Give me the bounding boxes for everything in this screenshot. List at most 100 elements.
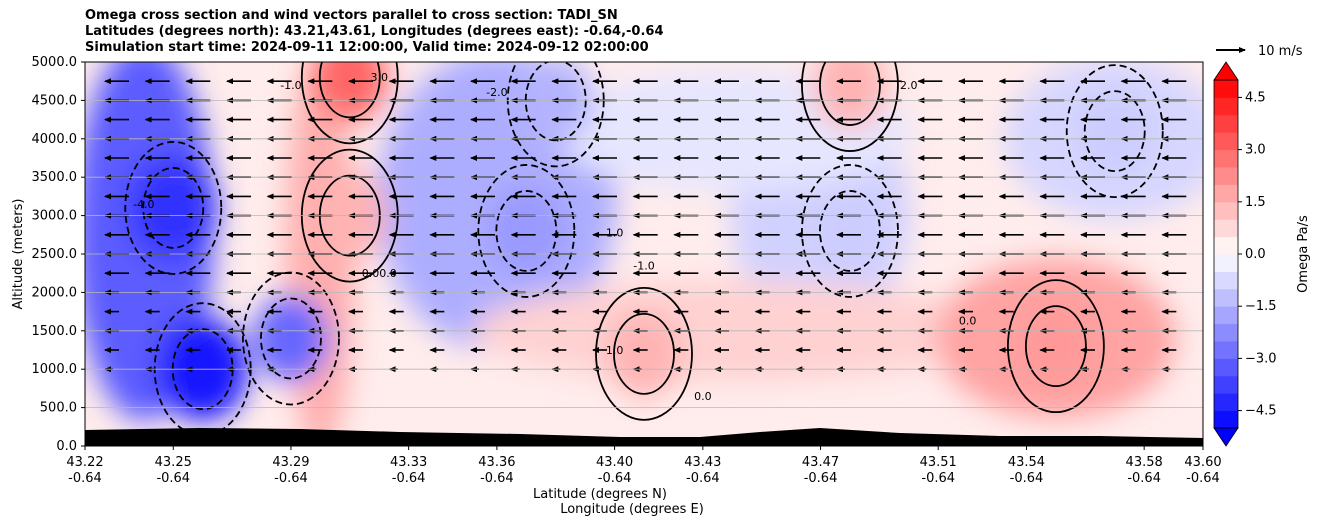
x-tick-label-lon: -0.64	[1010, 471, 1044, 486]
contour-label: 0.00.0	[362, 267, 397, 280]
colorbar-band	[1214, 184, 1238, 203]
omega-positive-core	[606, 310, 682, 398]
contour-label: 0.0	[694, 390, 712, 403]
omega-negative-core	[1076, 87, 1153, 175]
x-tick-label-lon: -0.64	[392, 471, 426, 486]
y-axis-label: Altitude (meters)	[11, 199, 26, 310]
y-tick-label: 0.0	[56, 439, 77, 454]
colorbar-band	[1214, 167, 1238, 185]
contour-line	[300, 62, 399, 145]
colorbar-tick-label: 4.5	[1245, 90, 1266, 105]
title-line-2: Latitudes (degrees north): 43.21,43.61, …	[85, 24, 664, 39]
x-tick-label-lon: -0.64	[274, 471, 308, 486]
contour-line	[1065, 64, 1164, 199]
y-tick-label: 500.0	[40, 401, 77, 416]
title-line-1: Omega cross section and wind vectors par…	[85, 8, 618, 23]
contour-line	[495, 190, 558, 272]
colorbar-tick-label: −3.0	[1245, 351, 1277, 366]
y-tick-label: 5000.0	[32, 55, 78, 70]
y-tick-label: 4000.0	[32, 132, 78, 147]
contour-line	[1024, 305, 1087, 388]
contour-line	[142, 167, 205, 249]
colorbar-extend-bottom	[1213, 427, 1239, 447]
x-tick-label-lat: 43.29	[272, 455, 309, 470]
colorbar-band	[1214, 114, 1238, 133]
contour-line	[1083, 90, 1146, 173]
contour-label: -4.0	[133, 198, 154, 211]
colorbar-band	[1214, 236, 1238, 255]
contour-line	[477, 164, 576, 298]
colorbar-band	[1214, 271, 1238, 290]
contour-label: -2.0	[486, 86, 507, 99]
contour-line	[595, 286, 693, 421]
omega-negative-core	[811, 187, 888, 275]
colorbar-band	[1214, 375, 1238, 394]
colorbar-band	[1214, 132, 1238, 151]
contour-label: 2.0	[900, 79, 918, 92]
contour-line	[260, 297, 322, 380]
x-tick-label-lon: -0.64	[686, 471, 720, 486]
x-tick-label-lat: 43.51	[920, 455, 957, 470]
colorbar-band	[1214, 254, 1238, 272]
contour-label: -1.0	[280, 79, 301, 92]
x-tick-label-lon: -0.64	[156, 471, 190, 486]
x-tick-label-lon: -0.64	[68, 471, 102, 486]
y-tick-label: 2500.0	[32, 247, 78, 262]
contour-line	[819, 190, 881, 272]
contour-label: 1.0	[606, 344, 624, 357]
x-axis-label-line-1: Latitude (degrees N)	[533, 487, 667, 502]
contour-line	[801, 164, 899, 298]
y-tick-label: 2000.0	[32, 285, 78, 300]
colorbar-tick-label: −1.5	[1245, 299, 1277, 314]
y-tick-label: 3000.0	[32, 209, 78, 224]
colorbar-tick-label: 3.0	[1245, 143, 1266, 158]
colorbar-band	[1214, 80, 1238, 98]
x-tick-label-lon: -0.64	[598, 471, 632, 486]
colorbar-band	[1214, 288, 1238, 307]
colorbar-extend-top	[1213, 61, 1239, 81]
colorbar-band	[1214, 341, 1238, 359]
colorbar-band	[1214, 393, 1238, 412]
vector-key-label: 10 m/s	[1258, 44, 1303, 59]
colorbar-band	[1214, 323, 1238, 342]
x-tick-label-lon: -0.64	[1186, 471, 1220, 486]
x-tick-label-lat: 43.58	[1126, 455, 1163, 470]
x-tick-label-lat: 43.36	[478, 455, 515, 470]
x-tick-label-lat: 43.54	[1008, 455, 1045, 470]
contour-line	[801, 62, 899, 152]
colorbar-band	[1214, 201, 1238, 220]
colorbar-band	[1214, 358, 1238, 377]
y-tick-label: 3500.0	[32, 170, 78, 185]
x-tick-label-lat: 43.47	[802, 455, 839, 470]
title-line-3: Simulation start time: 2024-09-11 12:00:…	[85, 40, 649, 55]
x-tick-label-lat: 43.40	[596, 455, 633, 470]
x-tick-label-lon: -0.64	[1127, 471, 1161, 486]
colorbar-tick-label: 0.0	[1245, 247, 1266, 262]
colorbar-band	[1214, 149, 1238, 168]
colorbar: 4.5 3.0 1.5 0.0 −1.5 −3.0 −4.5	[1213, 61, 1277, 447]
x-tick-label-lat: 43.60	[1184, 455, 1221, 470]
y-tick-label: 4500.0	[32, 93, 78, 108]
contour-label: 3.0	[370, 71, 388, 84]
x-tick-label-lon: -0.64	[480, 471, 514, 486]
omega-positive-core	[1017, 302, 1094, 390]
contour-label: 0.0	[959, 315, 977, 328]
colorbar-band	[1214, 97, 1238, 116]
x-tick-label-lat: 43.22	[66, 455, 103, 470]
x-axis-label-line-2: Longitude (degrees E)	[560, 502, 704, 517]
colorbar-tick-label: −4.5	[1245, 404, 1277, 419]
x-tick-label-lat: 43.25	[155, 455, 192, 470]
omega-field	[85, 62, 1203, 446]
omega-positive-core	[311, 62, 388, 122]
colorbar-band	[1214, 219, 1238, 238]
colorbar-band	[1214, 306, 1238, 325]
x-tick-label-lat: 43.33	[390, 455, 427, 470]
chart-title: Omega cross section and wind vectors par…	[85, 8, 664, 56]
contour-line	[1006, 279, 1105, 414]
contour-label: 1.0	[606, 226, 624, 239]
y-tick-label: 1000.0	[32, 362, 78, 377]
y-tick-label: 1500.0	[32, 324, 78, 339]
contour-line	[124, 141, 223, 275]
x-tick-label-lon: -0.64	[921, 471, 955, 486]
